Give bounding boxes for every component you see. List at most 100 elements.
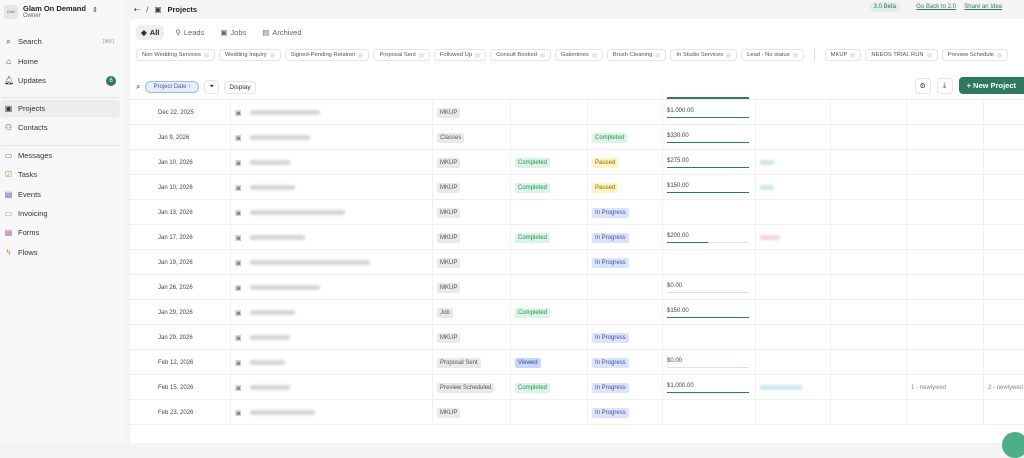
- status-badge[interactable]: Completed: [592, 132, 628, 143]
- project-name-redacted[interactable]: [249, 160, 290, 165]
- project-type-tag: MKUP: [437, 182, 461, 193]
- payment-progress: [667, 191, 749, 193]
- type-chip[interactable]: Preview Schedule: [941, 49, 1009, 61]
- sidebar-item-tasks[interactable]: ☑ Tasks: [0, 166, 120, 183]
- table-row[interactable]: Jan 13, 2026 ▣ MKUP In Progress: [130, 200, 1024, 225]
- project-type-tag: MKUP: [437, 257, 461, 268]
- project-name-redacted[interactable]: [249, 385, 290, 390]
- status-badge[interactable]: In Progress: [592, 382, 629, 393]
- sidebar-item-home[interactable]: ⌂ Home: [0, 53, 120, 70]
- status-badge[interactable]: In Progress: [592, 332, 629, 343]
- tab-archived[interactable]: ▤ Archived: [262, 28, 302, 37]
- project-name-redacted[interactable]: [249, 185, 295, 190]
- divider: [2, 97, 120, 98]
- status-chip[interactable]: Lead - No status: [741, 49, 804, 61]
- table-row[interactable]: Jan 29, 2026 ▣ MKUP In Progress: [130, 325, 1024, 350]
- status-badge[interactable]: Completed: [515, 157, 551, 168]
- status-chip[interactable]: Proposal Sent: [373, 49, 430, 61]
- share-idea-link[interactable]: Share an Idea: [964, 4, 1002, 10]
- status-chip[interactable]: In Studio Services: [670, 49, 738, 61]
- settings-icon[interactable]: ⚙: [914, 77, 931, 94]
- project-name-redacted[interactable]: [249, 210, 345, 215]
- project-name-redacted[interactable]: [249, 310, 295, 315]
- new-project-button[interactable]: + New Project: [958, 77, 1024, 94]
- project-date-sort[interactable]: Project Date ↑: [145, 81, 200, 93]
- project-name-redacted[interactable]: [249, 285, 320, 290]
- type-chip[interactable]: MKUP: [824, 49, 862, 61]
- sidebar-item-updates[interactable]: 🔔︎ Updates 6: [0, 72, 120, 89]
- count-badge: [792, 52, 798, 58]
- status-badge[interactable]: In Progress: [592, 257, 629, 268]
- status-badge[interactable]: Completed: [515, 307, 551, 318]
- back-icon[interactable]: ⇠: [134, 5, 141, 14]
- table-row[interactable]: Jan 10, 2026 ▣ MKUP Completed Paused $150.00: [130, 175, 1024, 200]
- status-chip[interactable]: Wedding Inquiry: [218, 49, 281, 61]
- status-badge[interactable]: In Progress: [592, 407, 629, 418]
- table-row[interactable]: Jan 29, 2026 ▣ Job Completed $150.00: [130, 300, 1024, 325]
- sidebar-item-messages[interactable]: ▭ Messages: [0, 147, 120, 164]
- search-icon[interactable]: ⌕: [136, 82, 141, 91]
- go-back-link[interactable]: Go Back to 2.0: [916, 4, 956, 10]
- status-chip[interactable]: Brush Cleaning: [606, 49, 667, 61]
- folder-icon: ▣: [235, 259, 242, 267]
- sidebar-item-invoicing[interactable]: ▭ Invoicing: [0, 205, 120, 222]
- status-chip[interactable]: Consult Booked: [490, 49, 552, 61]
- sidebar-item-search[interactable]: ⌕ Search [⌘K]: [0, 33, 120, 50]
- sidebar-item-flows[interactable]: ϟ Flows: [0, 244, 120, 261]
- folder-icon: ▣: [235, 384, 242, 392]
- sidebar-item-projects[interactable]: ▣ Projects: [0, 100, 120, 117]
- status-badge[interactable]: Paused: [592, 157, 619, 168]
- payment-progress: [667, 366, 749, 368]
- org-switcher[interactable]: GoD Glam On Demand Owner: [4, 4, 86, 19]
- filter-button[interactable]: ⏷: [204, 80, 220, 94]
- archive-icon: ▤: [262, 28, 270, 37]
- project-name-redacted[interactable]: [249, 135, 310, 140]
- status-chip[interactable]: Galentines: [555, 49, 603, 61]
- status-badge[interactable]: Viewed: [515, 357, 541, 368]
- table-row[interactable]: Jan 26, 2026 ▣ MKUP $0.00: [130, 275, 1024, 300]
- download-icon[interactable]: ⤓: [936, 77, 953, 94]
- calendar-icon: ▤: [4, 190, 13, 199]
- status-badge[interactable]: Completed: [515, 232, 551, 243]
- table-row[interactable]: [130, 92, 1024, 100]
- status-chip[interactable]: Non Wedding Services: [136, 49, 215, 61]
- display-button[interactable]: Display: [224, 80, 256, 94]
- sidebar-item-events[interactable]: ▤ Events: [0, 186, 120, 203]
- status-badge[interactable]: Paused: [592, 182, 619, 193]
- table-row[interactable]: Feb 23, 2026 ▣ MKUP In Progress: [130, 400, 1024, 425]
- project-name-redacted[interactable]: [249, 235, 305, 240]
- table-row[interactable]: Jan 19, 2026 ▣ MKUP In Progress: [130, 250, 1024, 275]
- status-chip[interactable]: Followed Up: [433, 49, 487, 61]
- project-name-redacted[interactable]: [249, 335, 290, 340]
- table-row[interactable]: Jan 10, 2026 ▣ MKUP Completed Paused $275.00: [130, 150, 1024, 175]
- redacted-tag: [760, 235, 780, 240]
- chat-button[interactable]: [1002, 432, 1024, 458]
- table-row[interactable]: Dec 22, 2025 ▣ MKUP $1,000.00: [130, 100, 1024, 125]
- chevron-updown-icon[interactable]: ⇕: [92, 7, 98, 14]
- project-name-redacted[interactable]: [249, 260, 370, 265]
- table-row[interactable]: Feb 12, 2026 ▣ Proposal Sent Viewed In Progr…: [130, 350, 1024, 375]
- project-name-redacted[interactable]: [249, 410, 315, 415]
- status-badge[interactable]: In Progress: [592, 357, 629, 368]
- status-badge[interactable]: In Progress: [592, 232, 629, 243]
- redacted-tag: [760, 160, 774, 165]
- count-badge: [926, 52, 932, 58]
- folder-icon: ▣: [235, 234, 242, 242]
- table-row[interactable]: Feb 15, 2026 ▣ Preview Scheduled Completed I…: [130, 375, 1024, 400]
- status-badge[interactable]: Completed: [515, 182, 551, 193]
- project-name-redacted[interactable]: [249, 110, 320, 115]
- tab-all[interactable]: ◈ All: [136, 25, 165, 40]
- project-date: Jan 10, 2026: [158, 159, 193, 166]
- table-row[interactable]: Jan 9, 2026 ▣ Classes Completed $330.00: [130, 125, 1024, 150]
- table-row[interactable]: Jan 17, 2026 ▣ MKUP Completed In Progress $20…: [130, 225, 1024, 250]
- type-chip[interactable]: NEEOS TRIAL RUN: [865, 49, 938, 61]
- beta-badge: 3.0 Beta: [869, 2, 900, 12]
- sidebar-item-forms[interactable]: ▤ Forms: [0, 224, 120, 241]
- tab-leads[interactable]: ⚲ Leads: [175, 28, 205, 37]
- status-badge[interactable]: In Progress: [592, 207, 629, 218]
- project-name-redacted[interactable]: [249, 360, 285, 365]
- tab-jobs[interactable]: ▣ Jobs: [220, 28, 247, 37]
- status-chip[interactable]: Signed-Pending Retainer: [284, 49, 370, 61]
- sidebar-item-contacts[interactable]: ⚇ Contacts: [0, 119, 120, 136]
- status-badge[interactable]: Completed: [515, 382, 551, 393]
